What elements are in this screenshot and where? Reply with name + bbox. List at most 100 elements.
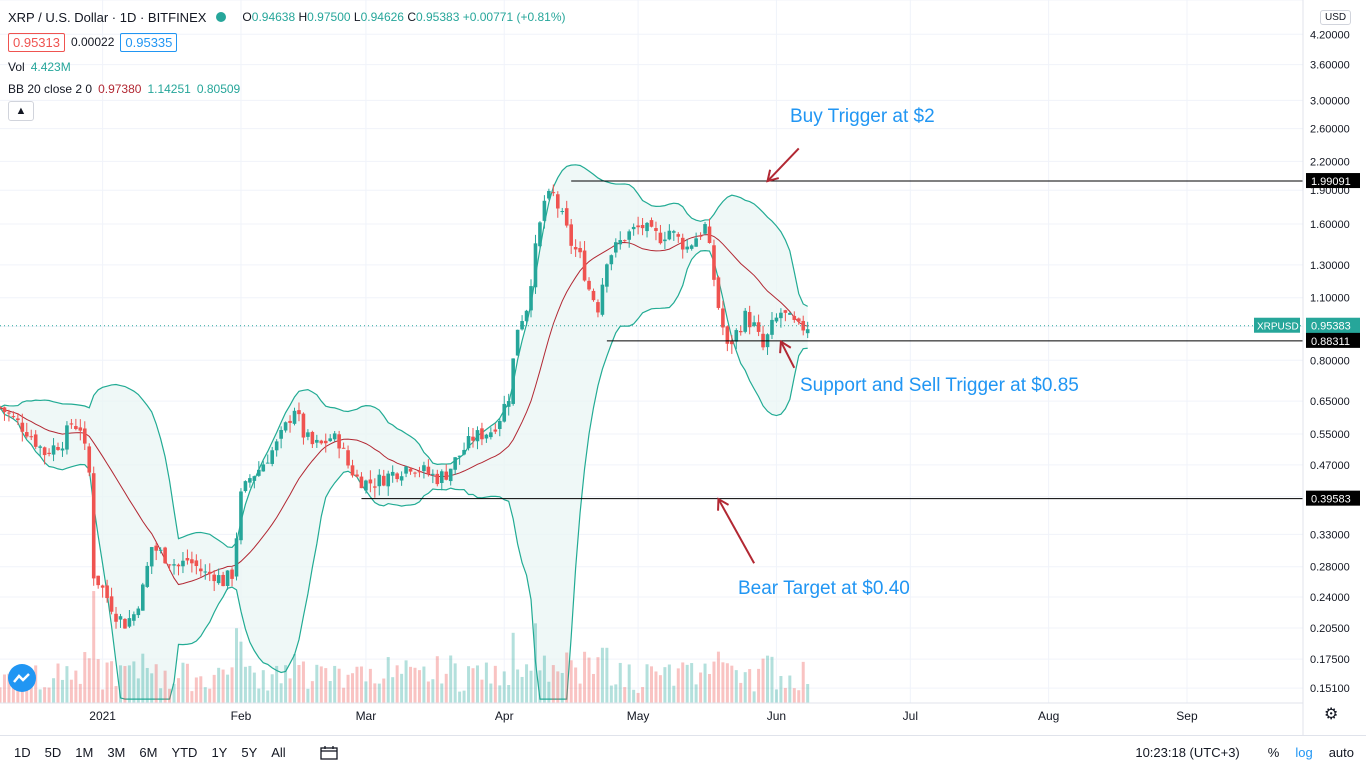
bb-basis-value: 0.97380 (98, 82, 142, 96)
volume-bars (0, 591, 810, 703)
bb-lower-line (0, 249, 808, 700)
volume-bar (127, 665, 131, 703)
volume-bar (730, 665, 734, 703)
chevron-up-icon[interactable]: ▲ (8, 101, 34, 121)
candle-body (395, 473, 399, 480)
bb-basis-line (0, 234, 808, 586)
candle-body (605, 264, 609, 287)
level-tag-text: 1.99091 (1311, 176, 1351, 188)
calendar-range-icon[interactable] (320, 745, 338, 760)
buy-price-button[interactable]: 0.95335 (120, 32, 178, 52)
range-6m[interactable]: 6M (139, 745, 158, 760)
range-1m[interactable]: 1M (75, 745, 94, 760)
volume-bar (337, 668, 341, 703)
volume-bar (667, 664, 671, 703)
bb-label[interactable]: BB 20 close 2 0 (8, 82, 93, 96)
volume-bar (78, 683, 82, 703)
range-ytd[interactable]: YTD (171, 745, 198, 760)
level-tag-text: 0.88311 (1311, 336, 1350, 348)
time-tick-label: Mar (356, 709, 377, 723)
volume-bar (154, 664, 158, 703)
volume-bar (355, 666, 359, 703)
candle-body (475, 430, 480, 442)
log-toggle[interactable]: log (1295, 745, 1313, 760)
volume-bar (529, 670, 533, 703)
candle-body (230, 569, 234, 579)
volume-bar (257, 688, 261, 703)
sell-price-button[interactable]: 0.95313 (8, 32, 65, 52)
volume-bar (757, 668, 761, 703)
price-tick-label: 0.33000 (1310, 529, 1350, 541)
candle-body (453, 457, 457, 470)
price-chart[interactable]: Buy Trigger at $2 Support and Sell Trigge… (0, 0, 1366, 735)
volume-bar (493, 665, 497, 703)
volume-bar (409, 666, 413, 703)
candle-body (645, 222, 649, 232)
candle-body (194, 560, 199, 567)
volume-bar (458, 691, 462, 703)
gear-icon[interactable]: ⚙ (1324, 706, 1339, 723)
candle-body (457, 455, 462, 457)
candle-body (466, 436, 471, 449)
volume-bar (783, 687, 787, 703)
volume-bar (766, 655, 770, 703)
range-all[interactable]: All (271, 745, 286, 760)
ohlc-values: O0.94638 H0.97500 L0.94626 C0.95383 +0.0… (242, 10, 566, 24)
volume-bar (400, 673, 404, 703)
volume-bar (761, 658, 765, 703)
volume-bar (145, 667, 149, 703)
candle-body (805, 329, 810, 334)
candle-body (310, 431, 315, 445)
candle-body (82, 428, 87, 444)
volume-bar (208, 688, 212, 703)
auto-toggle[interactable]: auto (1328, 745, 1354, 760)
currency-button[interactable]: USD (1320, 10, 1352, 25)
volume-bar (288, 678, 292, 703)
volume-bar (694, 684, 698, 703)
price-tick-label: 0.55000 (1310, 429, 1350, 441)
candle-body (560, 211, 565, 213)
volume-bar (542, 655, 546, 703)
candle-body (439, 471, 444, 483)
candle-body (33, 434, 38, 447)
candle-body (239, 491, 243, 541)
volume-bar (221, 669, 225, 703)
volume-bar (618, 662, 622, 703)
candle-body (779, 312, 783, 319)
volume-bar (511, 632, 515, 703)
price-tick-label: 2.60000 (1310, 124, 1350, 136)
volume-bar (587, 657, 591, 703)
candle-body (551, 192, 556, 194)
volume-bar (150, 673, 154, 703)
candle-body (261, 464, 266, 472)
volume-bar (212, 674, 216, 703)
annotation-arrow (780, 341, 796, 369)
range-1y[interactable]: 1Y (211, 745, 228, 760)
volume-bar (185, 663, 189, 703)
candle-body (341, 447, 346, 449)
candle-body (140, 584, 145, 611)
symbol-title[interactable]: XRP / U.S. Dollar · 1D · BITFINEX (8, 9, 207, 25)
volume-bar (739, 682, 743, 703)
level-tag (1306, 173, 1360, 189)
candle-body (783, 310, 788, 313)
candle-body (547, 190, 551, 199)
candle-body (489, 432, 493, 438)
volume-bar (471, 668, 475, 703)
range-1d[interactable]: 1D (14, 745, 31, 760)
candle-body (770, 319, 774, 335)
range-5d[interactable]: 5D (44, 745, 62, 760)
range-3m[interactable]: 3M (107, 745, 126, 760)
percent-toggle[interactable]: % (1267, 745, 1280, 760)
price-tick-label: 1.60000 (1310, 219, 1350, 231)
tradingview-logo-icon[interactable] (8, 664, 36, 692)
volume-bar (752, 691, 756, 703)
candle-body (328, 438, 333, 442)
volume-bar (34, 665, 38, 703)
candle-body (123, 618, 127, 629)
volume-bar (806, 684, 810, 703)
candle-body (591, 290, 596, 301)
clock-display[interactable]: 10:23:18 (UTC+3) (1135, 745, 1240, 760)
range-5y[interactable]: 5Y (241, 745, 258, 760)
volume-label[interactable]: Vol (8, 60, 25, 74)
